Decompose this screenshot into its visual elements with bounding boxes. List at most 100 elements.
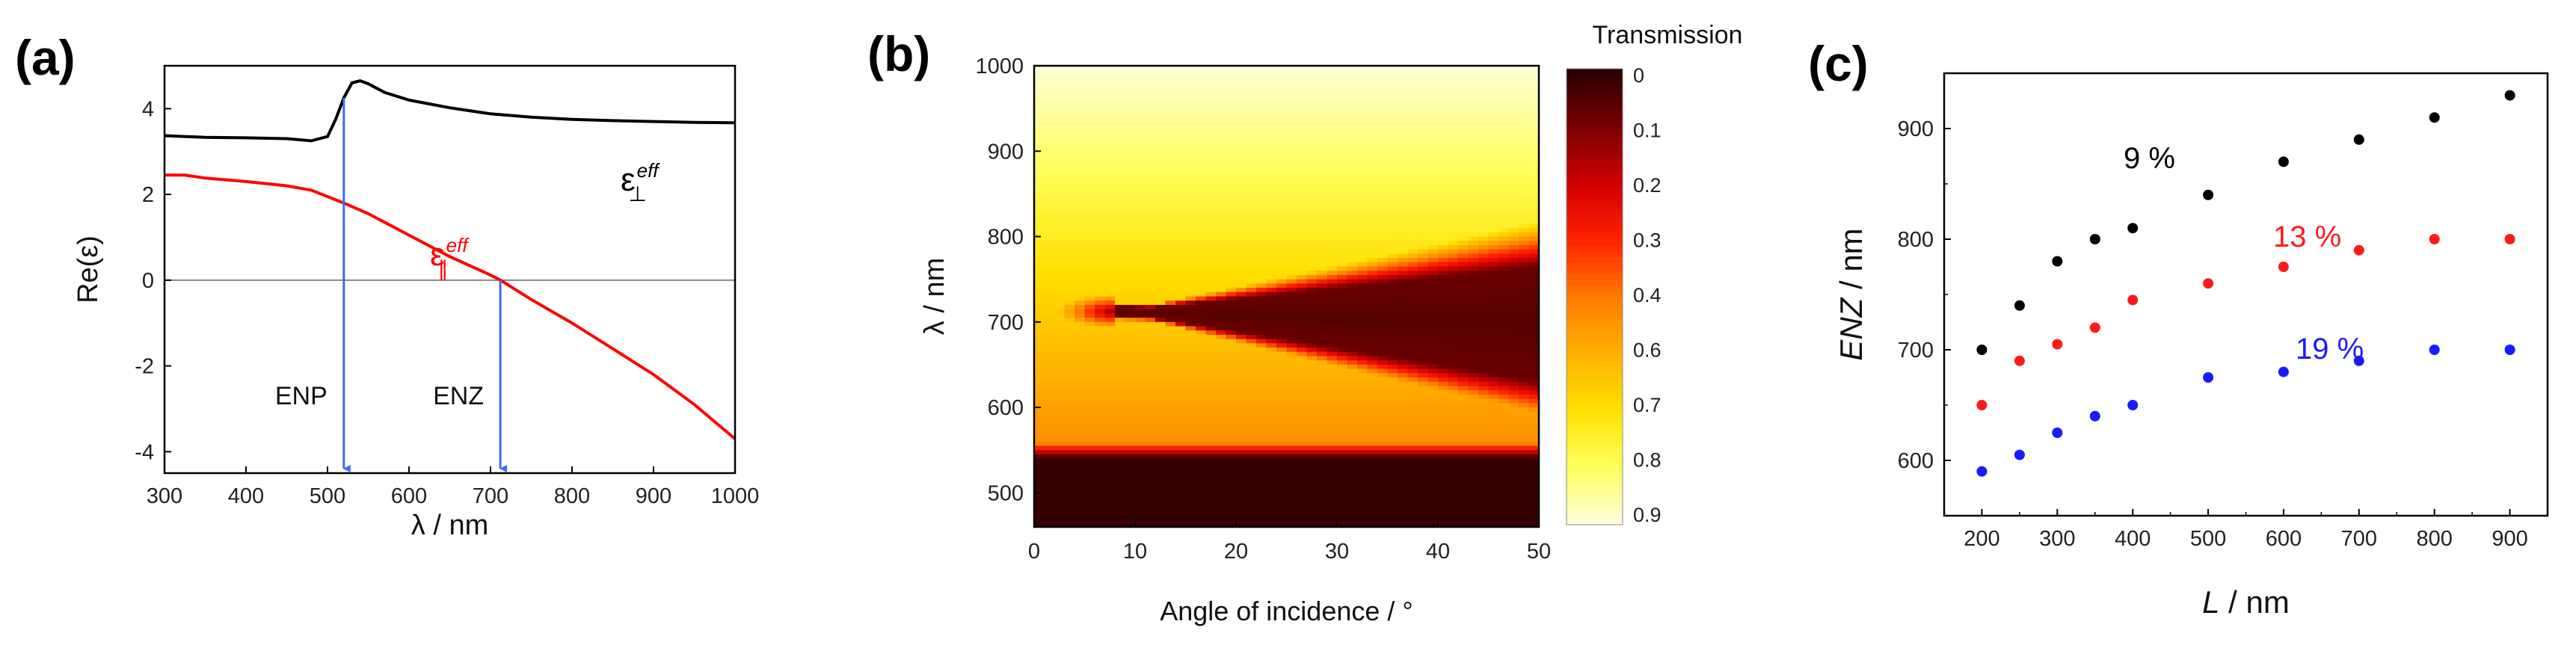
heatmap-cell <box>1347 91 1358 96</box>
heatmap-cell <box>1469 96 1479 101</box>
heatmap-cell <box>1196 313 1206 318</box>
heatmap-cell <box>1317 151 1327 156</box>
heatmap-cell <box>1236 407 1246 413</box>
heatmap-cell <box>1216 475 1226 481</box>
heatmap-cell <box>1469 472 1479 477</box>
heatmap-cell <box>1226 78 1237 84</box>
heatmap-cell <box>1337 241 1347 246</box>
heatmap-cell <box>1216 467 1226 472</box>
heatmap-cell <box>1115 472 1125 477</box>
heatmap-cell <box>1347 369 1358 374</box>
heatmap-cell <box>1337 395 1347 400</box>
heatmap-cell <box>1317 280 1327 285</box>
heatmap-cell <box>1347 267 1358 272</box>
heatmap-cell <box>1034 253 1045 259</box>
heatmap-cell <box>1246 382 1257 387</box>
heatmap-cell <box>1246 313 1257 318</box>
heatmap-cell <box>1276 369 1287 374</box>
heatmap-cell <box>1307 326 1318 331</box>
heatmap-cell <box>1418 215 1428 220</box>
heatmap-cell <box>1226 416 1237 421</box>
heatmap-cell <box>1428 223 1439 229</box>
heatmap-cell <box>1135 164 1146 169</box>
heatmap-cell <box>1054 211 1065 216</box>
heatmap-cell <box>1418 250 1428 255</box>
heatmap-cell <box>1408 177 1418 182</box>
heatmap-cell <box>1448 198 1459 203</box>
heatmap-cell <box>1327 211 1338 216</box>
heatmap-cell <box>1054 480 1065 485</box>
heatmap-cell <box>1307 271 1318 276</box>
heatmap-cell <box>1377 454 1388 460</box>
heatmap-cell <box>1115 493 1125 498</box>
heatmap-cell <box>1034 463 1045 468</box>
heatmap-cell <box>1347 96 1358 101</box>
heatmap-cell <box>1388 203 1398 208</box>
heatmap-cell <box>1095 437 1105 442</box>
heatmap-cell <box>1246 454 1257 460</box>
heatmap-cell <box>1095 83 1105 88</box>
heatmap-cell <box>1368 126 1378 131</box>
heatmap-cell <box>1206 292 1217 297</box>
heatmap-cell <box>1065 484 1075 490</box>
heatmap-cell <box>1155 203 1166 208</box>
heatmap-cell <box>1105 416 1116 421</box>
heatmap-cell <box>1438 395 1448 400</box>
heatmap-cell <box>1357 463 1368 468</box>
heatmap-cell <box>1146 445 1156 451</box>
heatmap-cell <box>1146 190 1156 195</box>
heatmap-cell <box>1297 253 1307 259</box>
heatmap-cell <box>1226 185 1237 191</box>
heatmap-cell <box>1276 377 1287 383</box>
heatmap-cell <box>1065 297 1075 302</box>
heatmap-cell <box>1458 160 1469 165</box>
heatmap-cell <box>1357 493 1368 498</box>
heatmap-cell <box>1166 283 1176 289</box>
heatmap-cell <box>1105 155 1116 161</box>
heatmap-cell <box>1034 173 1045 178</box>
heatmap-cell <box>1408 185 1418 191</box>
heatmap-cell <box>1146 250 1156 255</box>
heatmap-cell <box>1075 253 1085 259</box>
heatmap-cell <box>1438 480 1448 485</box>
heatmap-cell <box>1398 258 1408 263</box>
heatmap-cell <box>1246 480 1257 485</box>
heatmap-cell <box>1155 160 1166 165</box>
heatmap-cell <box>1186 203 1196 208</box>
heatmap-cell <box>1408 395 1418 400</box>
heatmap-cell <box>1236 365 1246 370</box>
heatmap-cell <box>1135 420 1146 425</box>
heatmap-cell <box>1357 241 1368 246</box>
heatmap-cell <box>1267 267 1277 272</box>
heatmap-cell <box>1438 343 1448 348</box>
heatmap-cell <box>1226 121 1237 126</box>
heatmap-cell <box>1256 297 1267 302</box>
heatmap-cell <box>1166 232 1176 238</box>
heatmap-cell <box>1095 442 1105 447</box>
heatmap-cell <box>1256 369 1267 374</box>
heatmap-cell <box>1095 322 1105 327</box>
heatmap-cell <box>1347 147 1358 152</box>
heatmap-cell <box>1337 280 1347 285</box>
heatmap-cell <box>1368 313 1378 318</box>
heatmap-cell <box>1408 253 1418 259</box>
heatmap-cell <box>1377 292 1388 297</box>
heatmap-cell <box>1418 164 1428 169</box>
heatmap-cell <box>1054 245 1065 250</box>
heatmap-cell <box>1125 502 1136 507</box>
heatmap-cell <box>1428 497 1439 502</box>
heatmap-cell <box>1105 497 1116 502</box>
heatmap-cell <box>1125 211 1136 216</box>
heatmap-cell <box>1398 445 1408 451</box>
heatmap-cell <box>1246 339 1257 345</box>
heatmap-cell <box>1236 104 1246 109</box>
heatmap-cell <box>1146 305 1156 310</box>
heatmap-cell <box>1246 352 1257 357</box>
heatmap-cell <box>1125 322 1136 327</box>
heatmap-cell <box>1448 356 1459 361</box>
heatmap-cell <box>1469 190 1479 195</box>
heatmap-cell <box>1095 91 1105 96</box>
heatmap-cell <box>1065 100 1075 105</box>
heatmap-cell <box>1146 245 1156 250</box>
